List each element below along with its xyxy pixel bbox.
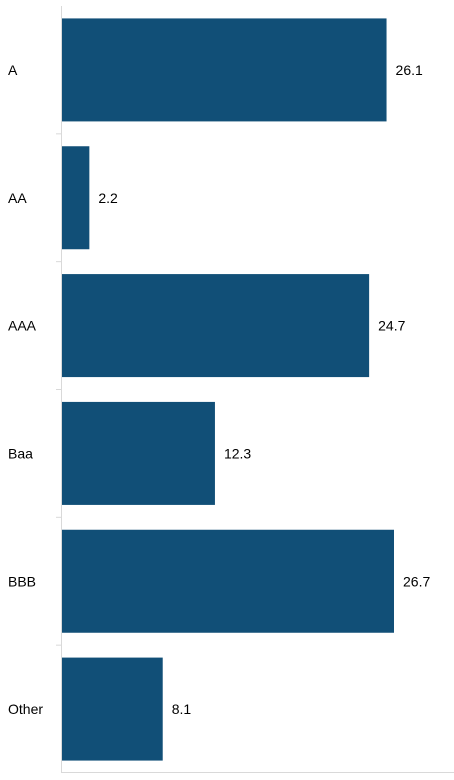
bar-bbb bbox=[62, 530, 394, 633]
category-label-bbb: BBB bbox=[8, 573, 36, 589]
value-label-a: 26.1 bbox=[396, 62, 423, 78]
bar-aa bbox=[62, 146, 89, 249]
bars bbox=[62, 18, 394, 760]
bar-other bbox=[62, 658, 163, 761]
bar-baa bbox=[62, 402, 215, 505]
value-label-other: 8.1 bbox=[172, 701, 192, 717]
value-label-baa: 12.3 bbox=[224, 445, 251, 461]
value-label-aaa: 24.7 bbox=[378, 318, 405, 334]
category-label-aaa: AAA bbox=[8, 318, 37, 334]
bar-aaa bbox=[62, 274, 369, 377]
category-label-other: Other bbox=[8, 701, 43, 717]
value-label-bbb: 26.7 bbox=[403, 573, 430, 589]
bar-a bbox=[62, 18, 387, 121]
category-label-a: A bbox=[8, 62, 18, 78]
category-label-aa: AA bbox=[8, 190, 27, 206]
value-label-aa: 2.2 bbox=[98, 190, 118, 206]
category-label-baa: Baa bbox=[8, 445, 33, 461]
